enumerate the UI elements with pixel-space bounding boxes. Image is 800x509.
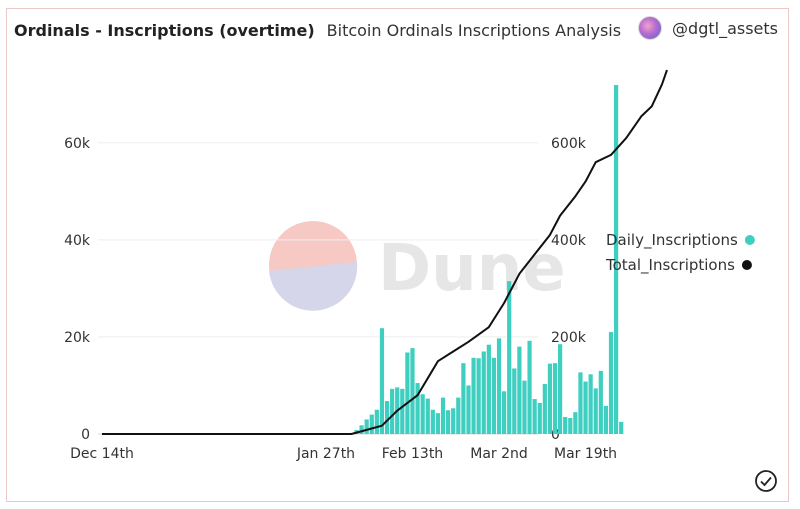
dune-watermark: Dune [269, 221, 566, 311]
daily-bar[interactable] [390, 388, 395, 434]
daily-bar[interactable] [425, 398, 430, 434]
daily-bar[interactable] [410, 348, 415, 434]
daily-bar[interactable] [613, 85, 619, 434]
daily-bar[interactable] [481, 351, 486, 434]
y-axis-right: 0 200k 400k 600k [551, 136, 587, 443]
daily-bar[interactable] [558, 344, 563, 434]
daily-bar[interactable] [435, 413, 441, 434]
y-right-tick-label: 600k [551, 136, 587, 152]
chart-header: Ordinals - Inscriptions (overtime) Bitco… [14, 18, 621, 42]
daily-bar[interactable] [461, 363, 466, 434]
daily-bar[interactable] [466, 385, 471, 434]
legend[interactable]: Daily_Inscriptions Total_Inscriptions [605, 231, 755, 275]
y-left-tick-label: 0 [81, 427, 90, 443]
x-tick-label: Jan 27th [296, 446, 355, 462]
daily-bar[interactable] [512, 368, 517, 434]
daily-bar[interactable] [405, 352, 410, 434]
y-left-tick-label: 60k [64, 136, 91, 152]
daily-bar[interactable] [603, 405, 609, 434]
daily-bar[interactable] [471, 357, 476, 434]
y-left-tick-label: 20k [64, 330, 91, 346]
daily-bar[interactable] [359, 425, 364, 434]
daily-bar[interactable] [446, 410, 451, 434]
chart-subtitle[interactable]: Bitcoin Ordinals Inscriptions Analysis [326, 20, 622, 40]
daily-bar[interactable] [573, 412, 578, 434]
daily-bar[interactable] [527, 340, 532, 434]
daily-bar[interactable] [552, 363, 558, 434]
check-circle-icon[interactable] [754, 469, 778, 493]
daily-bar[interactable] [598, 370, 603, 434]
daily-bar[interactable] [451, 408, 456, 434]
daily-bar[interactable] [384, 400, 390, 434]
author-name[interactable]: @dgtl_assets [672, 18, 778, 38]
total-inscriptions-line[interactable] [102, 69, 668, 435]
legend-swatch [741, 260, 752, 270]
daily-bar[interactable] [608, 332, 614, 434]
daily-bar[interactable] [430, 409, 435, 434]
daily-bar[interactable] [578, 372, 583, 434]
daily-bar[interactable] [517, 346, 522, 434]
daily-bar[interactable] [593, 388, 598, 434]
y-left-tick-label: 40k [64, 233, 91, 249]
watermark-text: Dune [378, 232, 566, 306]
daily-bar[interactable] [476, 358, 481, 434]
daily-bar[interactable] [456, 397, 461, 434]
daily-bar[interactable] [542, 384, 547, 434]
daily-bars[interactable] [354, 85, 624, 434]
daily-bar[interactable] [379, 328, 385, 434]
daily-bar[interactable] [400, 388, 405, 434]
x-tick-label: Dec 14th [70, 446, 134, 462]
x-axis: Dec 14th Jan 27th Feb 13th Mar 2nd Mar 19th [70, 446, 617, 462]
total-line[interactable] [102, 69, 668, 435]
daily-bar[interactable] [369, 414, 374, 434]
y-axis-left: 0 20k 40k 60k [64, 136, 91, 443]
daily-bar[interactable] [588, 374, 593, 434]
daily-bar[interactable] [532, 399, 537, 434]
daily-bar[interactable] [364, 419, 369, 434]
daily-bar[interactable] [537, 402, 542, 434]
daily-bar[interactable] [568, 417, 573, 434]
daily-bar[interactable] [415, 383, 420, 434]
x-tick-label: Mar 2nd [470, 446, 528, 462]
y-right-tick-label: 400k [551, 233, 587, 249]
legend-label[interactable]: Total_Inscriptions [605, 256, 735, 275]
daily-bar[interactable] [496, 338, 502, 434]
x-tick-label: Feb 13th [382, 446, 443, 462]
daily-bar[interactable] [619, 421, 624, 434]
author-link[interactable]: @dgtl_assets [638, 16, 778, 40]
daily-bar[interactable] [563, 417, 568, 434]
daily-bar[interactable] [522, 380, 527, 434]
daily-bar[interactable] [374, 409, 379, 434]
daily-bar[interactable] [547, 363, 553, 434]
y-right-tick-label: 200k [551, 330, 587, 346]
daily-bar[interactable] [486, 344, 491, 434]
daily-bar[interactable] [507, 281, 512, 434]
y-right-tick-label: 0 [551, 427, 560, 443]
daily-bar[interactable] [420, 394, 425, 434]
daily-bar[interactable] [583, 381, 588, 434]
chart-title: Ordinals - Inscriptions (overtime) [14, 20, 315, 40]
legend-label[interactable]: Daily_Inscriptions [606, 231, 738, 250]
dune-logo-lower-icon [269, 262, 358, 311]
x-tick-label: Mar 19th [554, 446, 617, 462]
daily-bar[interactable] [440, 397, 446, 434]
legend-swatch [744, 235, 755, 245]
daily-bar[interactable] [502, 391, 507, 434]
daily-bar[interactable] [491, 357, 497, 434]
user-avatar-icon [638, 16, 663, 40]
